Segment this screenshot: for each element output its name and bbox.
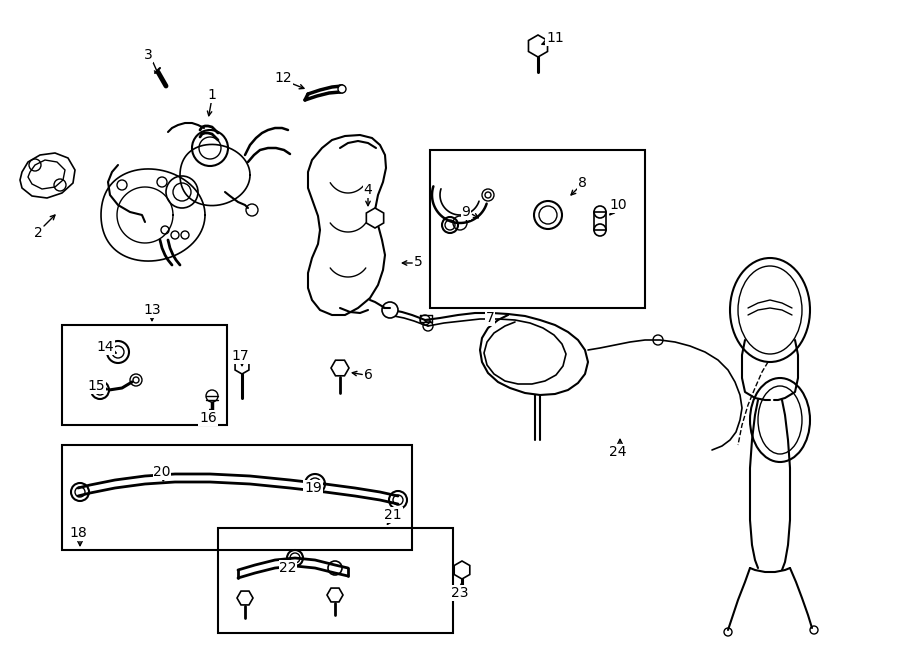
Polygon shape xyxy=(528,35,547,57)
Bar xyxy=(218,528,453,633)
Text: 11: 11 xyxy=(546,31,564,45)
Text: 16: 16 xyxy=(199,411,217,425)
Text: 18: 18 xyxy=(69,526,87,540)
Text: 15: 15 xyxy=(87,379,104,393)
Circle shape xyxy=(206,390,218,402)
Bar xyxy=(62,445,412,550)
Text: 23: 23 xyxy=(451,586,469,600)
Text: 17: 17 xyxy=(231,349,248,363)
Text: 12: 12 xyxy=(274,71,292,85)
Polygon shape xyxy=(327,588,343,602)
Polygon shape xyxy=(235,358,249,374)
Text: 6: 6 xyxy=(364,368,373,382)
Bar xyxy=(62,325,227,425)
Text: 2: 2 xyxy=(33,226,42,240)
Text: 21: 21 xyxy=(384,508,401,522)
Text: 14: 14 xyxy=(96,340,113,354)
Text: 7: 7 xyxy=(486,311,494,325)
Text: 5: 5 xyxy=(414,255,422,269)
Text: 13: 13 xyxy=(143,303,161,317)
Bar xyxy=(430,150,645,308)
Polygon shape xyxy=(454,561,470,579)
Text: 4: 4 xyxy=(364,183,373,197)
Text: 9: 9 xyxy=(462,205,471,219)
Polygon shape xyxy=(237,591,253,605)
Text: 20: 20 xyxy=(153,465,171,479)
Text: 19: 19 xyxy=(304,481,322,495)
Text: 1: 1 xyxy=(208,88,216,102)
Text: 10: 10 xyxy=(609,198,626,212)
Polygon shape xyxy=(331,360,349,376)
Text: 24: 24 xyxy=(609,445,626,459)
Circle shape xyxy=(382,302,398,318)
Text: 22: 22 xyxy=(279,561,297,575)
Text: 3: 3 xyxy=(144,48,152,62)
Polygon shape xyxy=(366,208,383,228)
Circle shape xyxy=(338,85,346,93)
Text: 8: 8 xyxy=(578,176,587,190)
